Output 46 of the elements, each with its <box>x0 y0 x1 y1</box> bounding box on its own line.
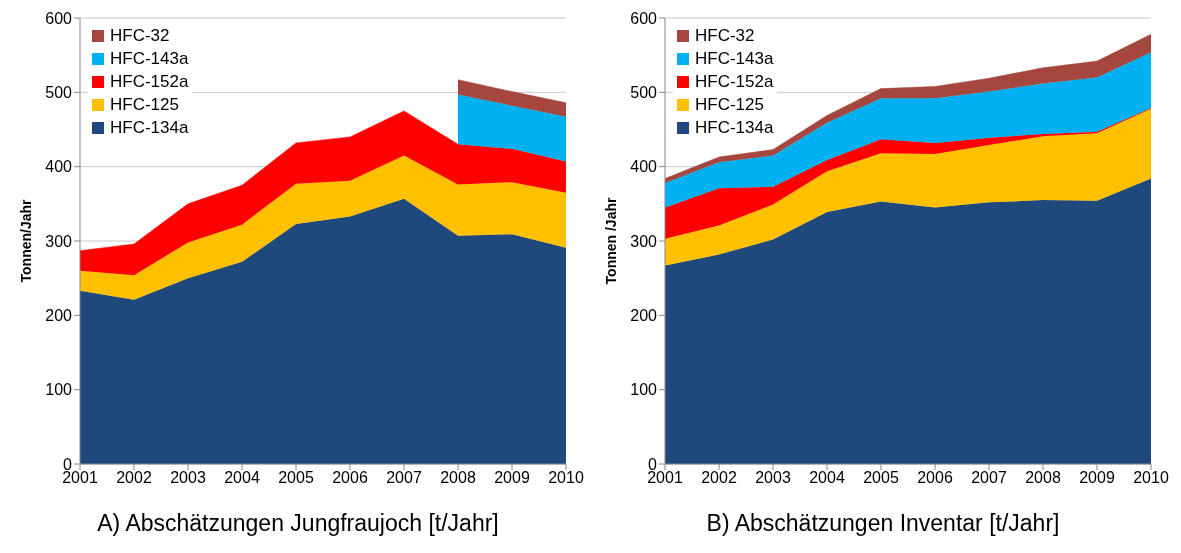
x-tick-label: 2003 <box>755 469 791 487</box>
y-tick-label: 100 <box>630 381 658 399</box>
legend-label: HFC-143a <box>110 48 189 70</box>
y-axis-title: Tonnen /Jahr <box>602 197 619 285</box>
x-tick-label: 2006 <box>917 469 953 487</box>
x-tick-label: 2009 <box>494 469 530 487</box>
y-tick-label: 400 <box>630 158 658 176</box>
legend-label: HFC-32 <box>110 25 170 47</box>
y-axis-title: Tonnen/Jahr <box>17 198 34 283</box>
legend-label: HFC-152a <box>110 71 189 93</box>
x-tick-label: 2009 <box>1079 469 1115 487</box>
x-tick-label: 2008 <box>1025 469 1061 487</box>
x-tick-label: 2005 <box>863 469 899 487</box>
y-tick-label: 300 <box>630 232 658 250</box>
x-tick-label: 2003 <box>170 469 206 487</box>
x-tick-label: 2005 <box>278 469 314 487</box>
legend-label: HFC-125 <box>695 94 764 116</box>
y-tick-label: 300 <box>45 232 73 250</box>
x-tick-label: 2002 <box>701 469 737 487</box>
y-tick-label: 600 <box>45 9 73 27</box>
y-tick-label: 500 <box>630 84 658 102</box>
x-tick-label: 2007 <box>386 469 422 487</box>
x-tick-label: 2004 <box>809 469 845 487</box>
legend-label: HFC-143a <box>695 48 774 70</box>
x-tick-label: 2004 <box>224 469 260 487</box>
x-tick-label: 2001 <box>62 469 98 487</box>
x-tick-label: 2007 <box>971 469 1007 487</box>
x-tick-label: 2010 <box>1133 469 1169 487</box>
y-tick-label: 200 <box>45 307 73 325</box>
y-tick-label: 200 <box>630 307 658 325</box>
text: B) Abschätzungen Inventar [t/Jahr] <box>705 510 1061 537</box>
y-tick-label: 500 <box>45 84 73 102</box>
x-tick-label: 2008 <box>440 469 476 487</box>
legend-label: HFC-134a <box>695 117 774 139</box>
y-tick-label: 400 <box>45 158 73 176</box>
legend-label: HFC-125 <box>110 94 179 116</box>
x-tick-label: 2001 <box>647 469 683 487</box>
x-tick-label: 2010 <box>548 469 584 487</box>
legend-label: HFC-152a <box>695 71 774 93</box>
text: A) Abschätzungen Jungfraujoch [t/Jahr] <box>96 510 500 537</box>
legend-label: HFC-32 <box>695 25 755 47</box>
legend-label: HFC-134a <box>110 117 189 139</box>
y-tick-label: 600 <box>630 9 658 27</box>
x-tick-label: 2006 <box>332 469 368 487</box>
y-tick-label: 100 <box>45 381 73 399</box>
x-tick-label: 2002 <box>116 469 152 487</box>
